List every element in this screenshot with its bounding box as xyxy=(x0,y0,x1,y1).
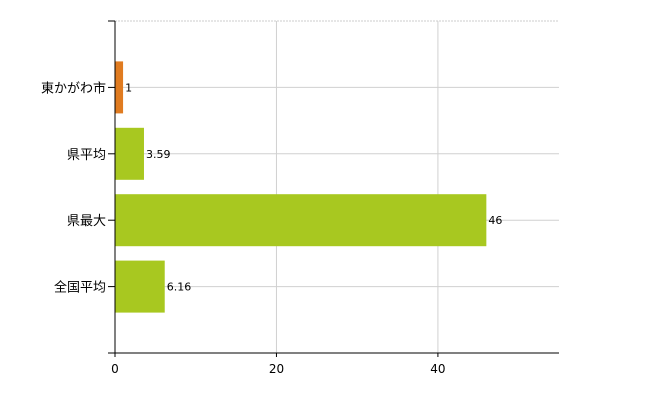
y-tick-label: 県最大 xyxy=(67,214,106,229)
bar xyxy=(115,127,144,180)
data-label: 3.59 xyxy=(146,148,171,161)
y-tick-label: 東かがわ市 xyxy=(41,80,106,96)
bar xyxy=(115,194,487,247)
data-label: 46 xyxy=(488,214,502,227)
data-label: 1 xyxy=(125,81,132,94)
x-tick-label: 20 xyxy=(269,362,284,376)
y-tick-label: 全国平均 xyxy=(54,280,106,296)
bar xyxy=(115,61,124,114)
x-tick-label: 40 xyxy=(430,362,445,376)
bar xyxy=(115,260,165,313)
x-tick-label: 0 xyxy=(111,362,119,376)
data-label: 6.16 xyxy=(167,281,192,294)
y-tick-label: 県平均 xyxy=(67,148,106,163)
